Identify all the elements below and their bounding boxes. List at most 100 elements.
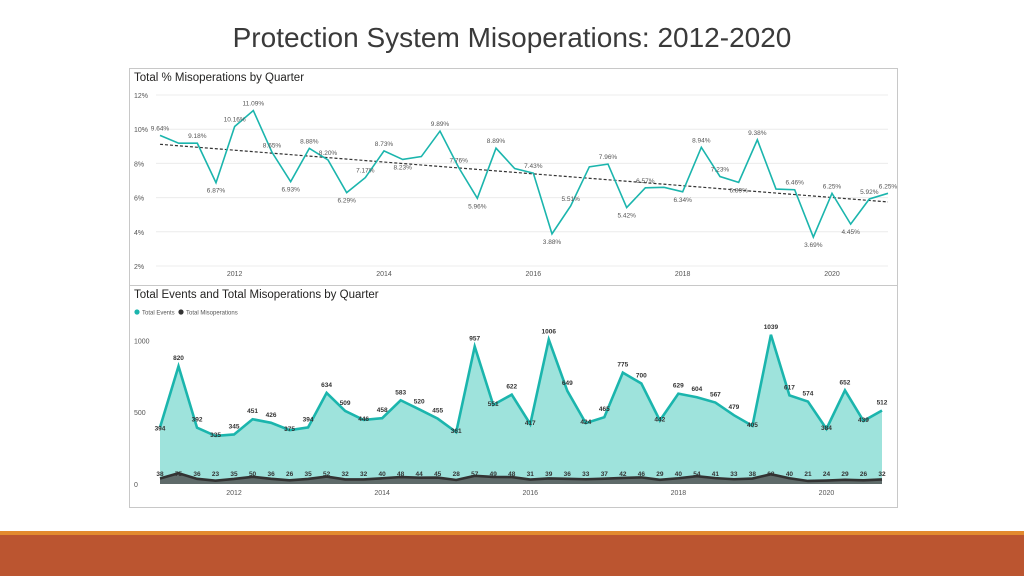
events-data-label: 394 <box>303 416 314 423</box>
misoperations-data-label: 38 <box>156 471 164 478</box>
events-data-label: 574 <box>803 391 814 398</box>
x-tick-label: 2018 <box>671 490 687 497</box>
data-label: 6.34% <box>673 197 692 204</box>
trendline <box>159 143 889 203</box>
misoperations-data-label: 75 <box>175 471 183 478</box>
total-misoperations-line <box>159 471 883 483</box>
data-label: 8.23% <box>393 164 412 171</box>
events-data-label: 335 <box>210 432 221 439</box>
misoperations-data-label: 36 <box>193 471 201 478</box>
misoperations-data-label: 29 <box>841 471 849 478</box>
footer-band <box>0 531 1024 576</box>
events-data-label: 451 <box>247 408 258 415</box>
x-tick-label: 2012 <box>226 490 242 497</box>
y-tick-label: 8% <box>134 161 144 168</box>
events-data-label: 439 <box>858 417 869 424</box>
events-data-label: 426 <box>266 412 277 419</box>
slide-title: Protection System Misoperations: 2012-20… <box>232 22 792 53</box>
misoperations-data-label: 48 <box>508 471 516 478</box>
events-data-label: 617 <box>784 384 795 391</box>
misoperations-data-label: 33 <box>582 471 590 478</box>
misoperations-data-label: 36 <box>267 471 275 478</box>
events-misoperations-chart: Total Events and Total Misoperations by … <box>130 286 897 507</box>
events-data-label: 1039 <box>764 324 779 331</box>
misoperations-data-label: 41 <box>712 471 720 478</box>
misoperations-data-label: 45 <box>434 471 442 478</box>
y-tick-label: 12% <box>134 93 148 100</box>
misoperations-data-label: 40 <box>675 471 683 478</box>
events-data-label: 649 <box>562 380 573 387</box>
data-label: 9.18% <box>188 133 207 140</box>
data-label: 7.76% <box>449 158 468 165</box>
events-data-label: 957 <box>469 336 480 343</box>
events-data-label: 622 <box>506 384 517 391</box>
events-data-label: 465 <box>599 406 610 413</box>
data-label: 7.96% <box>599 154 618 161</box>
y-tick-label: 6% <box>134 196 144 203</box>
x-tick-label: 2016 <box>526 271 542 278</box>
events-data-label: 520 <box>414 398 425 405</box>
misoperations-data-label: 48 <box>397 471 405 478</box>
events-data-label: 512 <box>877 399 888 406</box>
data-label: 8.65% <box>263 142 282 149</box>
y-tick-label: 2% <box>134 264 144 271</box>
events-data-label: 652 <box>840 379 851 386</box>
data-label: 6.93% <box>281 187 300 194</box>
data-label: 6.25% <box>823 183 842 190</box>
data-label: 8.88% <box>300 138 319 145</box>
data-label: 9.89% <box>431 121 450 128</box>
data-label: 5.96% <box>468 203 487 210</box>
events-data-label: 820 <box>173 355 184 362</box>
events-data-label: 479 <box>728 404 739 411</box>
misoperations-data-label: 32 <box>360 471 368 478</box>
misoperations-data-label: 24 <box>823 471 831 478</box>
misoperations-data-label: 39 <box>545 471 553 478</box>
events-data-label: 442 <box>654 417 665 424</box>
events-data-label: 405 <box>747 422 758 429</box>
events-data-label: 361 <box>451 428 462 435</box>
misoperations-data-label: 49 <box>490 471 498 478</box>
series-line <box>159 109 889 240</box>
y-tick-label: 0 <box>134 482 138 489</box>
events-data-label: 345 <box>229 423 240 430</box>
x-tick-label: 2014 <box>376 271 392 278</box>
data-label: 8.20% <box>319 150 338 157</box>
data-label: 9.64% <box>151 125 170 132</box>
x-tick-label: 2018 <box>675 271 691 278</box>
events-data-label: 629 <box>673 383 684 390</box>
chart-title-events: Total Events and Total Misoperations by … <box>134 289 379 301</box>
misoperations-data-label: 29 <box>656 471 664 478</box>
misoperations-data-label: 40 <box>379 471 387 478</box>
events-data-label: 551 <box>488 401 499 408</box>
total-events-line <box>158 334 883 438</box>
data-label: 6.25% <box>879 183 897 190</box>
events-data-label: 375 <box>284 426 295 433</box>
data-label: 7.43% <box>524 163 543 170</box>
data-label: 3.88% <box>543 239 562 246</box>
misoperations-data-label: 32 <box>878 471 886 478</box>
data-label: 6.57% <box>636 178 655 185</box>
data-label: 4.45% <box>841 229 860 236</box>
misoperations-data-label: 35 <box>304 471 312 478</box>
y-tick-label: 1000 <box>134 338 150 345</box>
misoperations-data-label: 23 <box>212 471 220 478</box>
data-label: 6.46% <box>785 180 804 187</box>
legend-label: Total Events <box>142 311 175 317</box>
dashboard-panel: Total % Misoperations by Quarter 2% 4% 6% 8… <box>129 68 898 508</box>
events-data-label: 394 <box>155 425 166 432</box>
chart-title-percent: Total % Misoperations by Quarter <box>134 72 305 84</box>
data-label: 5.92% <box>860 189 879 196</box>
misoperations-data-label: 40 <box>786 471 794 478</box>
misoperations-data-label: 54 <box>693 471 701 478</box>
events-data-label: 392 <box>192 417 203 424</box>
y-tick-label: 500 <box>134 410 146 417</box>
misoperations-data-label: 37 <box>601 471 609 478</box>
data-label: 6.89% <box>729 187 748 194</box>
misoperations-data-label: 50 <box>249 471 257 478</box>
data-label: 10.16% <box>224 116 246 123</box>
x-tick-label: 2014 <box>374 490 390 497</box>
misoperations-data-label: 26 <box>860 471 868 478</box>
events-data-label: 1006 <box>542 329 557 336</box>
data-label: 6.87% <box>207 188 226 195</box>
events-data-label: 509 <box>340 400 351 407</box>
